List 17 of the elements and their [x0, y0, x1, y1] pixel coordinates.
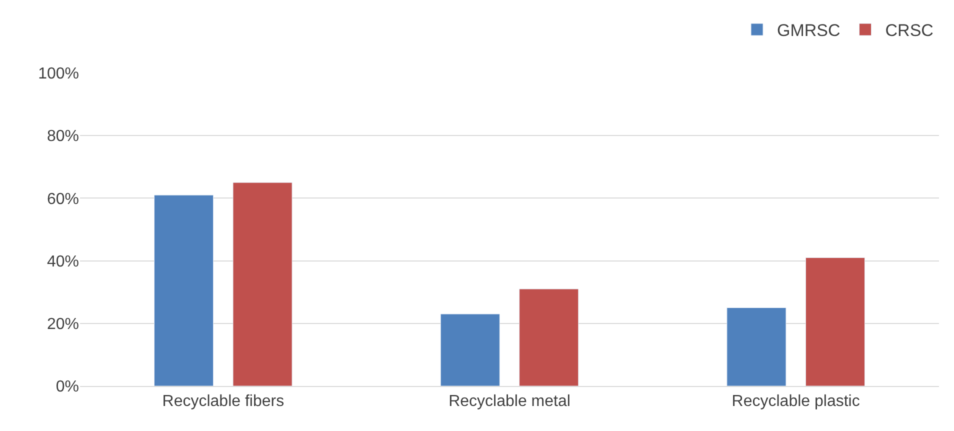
bar	[232, 182, 292, 386]
legend-label: CRSC	[885, 21, 934, 40]
bar	[805, 257, 865, 386]
bar	[519, 288, 579, 386]
x-tick-label: Recyclable metal	[448, 393, 570, 410]
y-tick-label: 40%	[46, 253, 79, 270]
bar	[726, 308, 786, 386]
y-tick-label: 60%	[46, 190, 79, 208]
y-tick-label: 80%	[46, 128, 79, 146]
y-tick-label: 0%	[56, 378, 79, 396]
legend-label: GMRSC	[777, 21, 840, 40]
x-tick-label: Recyclable fibers	[162, 393, 284, 410]
y-tick-label: 100%	[38, 66, 79, 83]
y-tick-label: 20%	[46, 316, 79, 333]
x-tick-label: Recyclable plastic	[732, 393, 860, 410]
bar	[154, 194, 214, 386]
bar	[440, 314, 500, 386]
